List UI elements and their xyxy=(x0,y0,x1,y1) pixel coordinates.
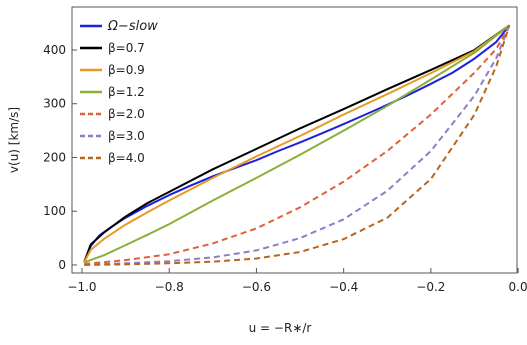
x-tick-label: −0.6 xyxy=(242,280,271,294)
x-tick-label: 0.0 xyxy=(509,280,527,294)
legend-label-5: β=3.0 xyxy=(108,129,145,143)
series-line-0 xyxy=(83,24,511,263)
legend-label-1: β=0.7 xyxy=(108,41,145,55)
series-line-5 xyxy=(84,24,511,266)
x-tick-label: −1.0 xyxy=(67,280,96,294)
x-tick-label: −0.2 xyxy=(416,280,445,294)
x-tick-label: −0.8 xyxy=(155,280,184,294)
series-line-6 xyxy=(84,24,511,266)
x-tick-label: −0.4 xyxy=(329,280,358,294)
y-tick-label: 200 xyxy=(43,150,66,164)
plot-frame xyxy=(71,6,518,274)
axis-ticks: −1.0 −0.8 −0.6 −0.4 −0.2 0.0 0 100 200 300 400 xyxy=(43,43,527,294)
y-tick-label: 0 xyxy=(58,258,66,272)
series-line-1 xyxy=(83,24,510,263)
y-tick-label: 100 xyxy=(43,204,66,218)
legend-label-4: β=2.0 xyxy=(108,107,145,121)
y-tick-label: 400 xyxy=(43,43,66,57)
series-layer xyxy=(83,24,511,266)
series-line-3 xyxy=(83,24,511,264)
series-line-2 xyxy=(83,24,510,263)
x-axis-label: u = −R∗/r xyxy=(249,321,312,335)
series-line-4 xyxy=(84,24,511,265)
legend-label-2: β=0.9 xyxy=(108,63,145,77)
y-axis-label: v(u) [km/s] xyxy=(7,107,21,173)
legend-label-6: β=4.0 xyxy=(108,151,145,165)
legend-label-0: Ω−slow xyxy=(107,19,158,34)
legend: Ω−slow β=0.7 β=0.9 β=1.2 β=2.0 β=3.0 β=4.0 xyxy=(80,19,158,165)
legend-label-3: β=1.2 xyxy=(108,85,145,99)
y-tick-label: 300 xyxy=(43,97,66,111)
